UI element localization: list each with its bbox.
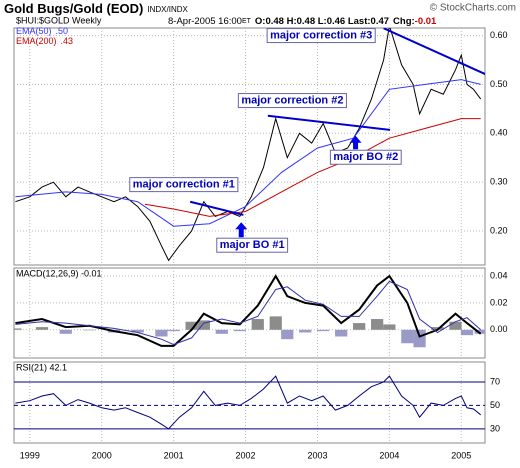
panel bbox=[13, 361, 486, 444]
y-tick-label: 0.30 bbox=[490, 177, 508, 187]
legend-value: .43 bbox=[61, 36, 74, 46]
histogram-bar bbox=[215, 329, 228, 334]
y-tick-label: 50 bbox=[490, 400, 500, 410]
plot-area bbox=[14, 362, 485, 443]
y-tick-label: 0.04 bbox=[490, 270, 508, 280]
y-tick-label: 0.50 bbox=[490, 79, 508, 89]
histogram-bar bbox=[413, 329, 426, 348]
histogram-bar bbox=[233, 329, 246, 332]
x-tick-label: 2005 bbox=[451, 450, 471, 460]
histogram-bar bbox=[167, 329, 180, 332]
y-tick-label: 0.60 bbox=[490, 30, 508, 40]
x-tick-label: 1999 bbox=[20, 450, 40, 460]
arrow bbox=[235, 222, 248, 238]
histogram-bar bbox=[155, 329, 168, 337]
series-line bbox=[15, 274, 482, 347]
annotation-box bbox=[266, 28, 376, 44]
histogram-bar bbox=[317, 329, 330, 332]
annotation: major BO #1 bbox=[220, 239, 285, 251]
histogram-bar bbox=[131, 329, 144, 333]
histogram-bar bbox=[383, 324, 396, 330]
symbol: $HUI:$GOLD Weekly bbox=[16, 15, 102, 25]
x-tick-label: 2000 bbox=[92, 450, 112, 460]
histogram-bar bbox=[269, 316, 282, 330]
series-line bbox=[15, 28, 482, 262]
subtitle: INDX/INDX bbox=[147, 5, 188, 14]
x-tick-label: 2001 bbox=[164, 450, 184, 460]
histogram-bar bbox=[371, 319, 384, 330]
y-tick-label: 70 bbox=[490, 376, 500, 386]
series-line bbox=[15, 79, 481, 227]
legend-entry: EMA(200) .43 bbox=[16, 36, 73, 46]
y-tick-label: 0.00 bbox=[490, 324, 508, 334]
plot-area bbox=[14, 268, 485, 358]
histogram-bar bbox=[299, 329, 312, 333]
series-line bbox=[144, 118, 481, 217]
histogram-bar bbox=[14, 328, 22, 330]
chg-label: Chg: bbox=[393, 16, 415, 27]
annotation: major correction #3 bbox=[270, 29, 372, 41]
y-tick-label: 30 bbox=[490, 423, 500, 433]
annotation-box bbox=[129, 177, 239, 193]
plot-area bbox=[14, 28, 485, 265]
chart-title: Gold Bugs/Gold (EOD) INDX/INDX bbox=[4, 1, 189, 16]
annotation: major correction #2 bbox=[241, 94, 343, 106]
histogram-bar bbox=[401, 329, 414, 344]
quote: O:0.48 H:0.48 L:0.46 Last:0.47 bbox=[255, 16, 389, 27]
x-tick-label: 2003 bbox=[307, 450, 327, 460]
legend-value: .50 bbox=[56, 26, 69, 36]
y-tick-label: 0.20 bbox=[490, 225, 508, 235]
quote-line: 8-Apr-2005 16:00ET O:0.48 H:0.48 L:0.46 L… bbox=[168, 16, 437, 27]
legend-name: EMA(200) bbox=[16, 36, 57, 46]
histogram-bar bbox=[197, 320, 210, 330]
legend-entry: EMA(50) .50 bbox=[16, 26, 68, 36]
histogram-bar bbox=[353, 323, 366, 330]
arrow bbox=[349, 135, 362, 150]
legend-name: EMA(50) bbox=[16, 26, 52, 36]
x-tick-label: 2002 bbox=[236, 450, 256, 460]
annotation: major correction #1 bbox=[133, 179, 235, 191]
histogram-bar bbox=[59, 329, 72, 334]
histogram-bar bbox=[251, 319, 264, 330]
panel bbox=[13, 27, 486, 266]
annotation-box bbox=[216, 237, 289, 253]
histogram-bar bbox=[449, 321, 462, 330]
panel-legend: RSI(21) 42.1 bbox=[16, 362, 67, 372]
histogram-bar bbox=[474, 329, 485, 334]
histogram-bar bbox=[185, 321, 198, 330]
histogram-bar bbox=[83, 329, 96, 331]
histogram-bar bbox=[281, 329, 294, 340]
chg: -0.01 bbox=[415, 16, 437, 27]
histogram-bar bbox=[460, 329, 474, 336]
x-tick-label: 2004 bbox=[379, 450, 399, 460]
date: 8-Apr-2005 16:00 bbox=[168, 16, 242, 27]
annotation-box bbox=[237, 93, 347, 109]
y-tick-label: 0.02 bbox=[490, 297, 508, 307]
trendline bbox=[383, 28, 485, 76]
annotation-box bbox=[329, 149, 402, 165]
series-line bbox=[15, 375, 482, 430]
y-tick-label: 0.40 bbox=[490, 128, 508, 138]
annotation: major BO #2 bbox=[333, 151, 398, 163]
tz: ET bbox=[242, 18, 252, 25]
histogram-bar bbox=[335, 329, 348, 337]
trendline bbox=[189, 200, 244, 216]
trendline bbox=[267, 114, 391, 131]
title: Gold Bugs/Gold (EOD) bbox=[4, 1, 143, 16]
histogram-bar bbox=[35, 327, 49, 330]
copyright: © StockCharts.com bbox=[430, 3, 516, 14]
panel-legend: MACD(12,26,9) -0.01 bbox=[16, 268, 102, 278]
series-line bbox=[15, 280, 482, 346]
